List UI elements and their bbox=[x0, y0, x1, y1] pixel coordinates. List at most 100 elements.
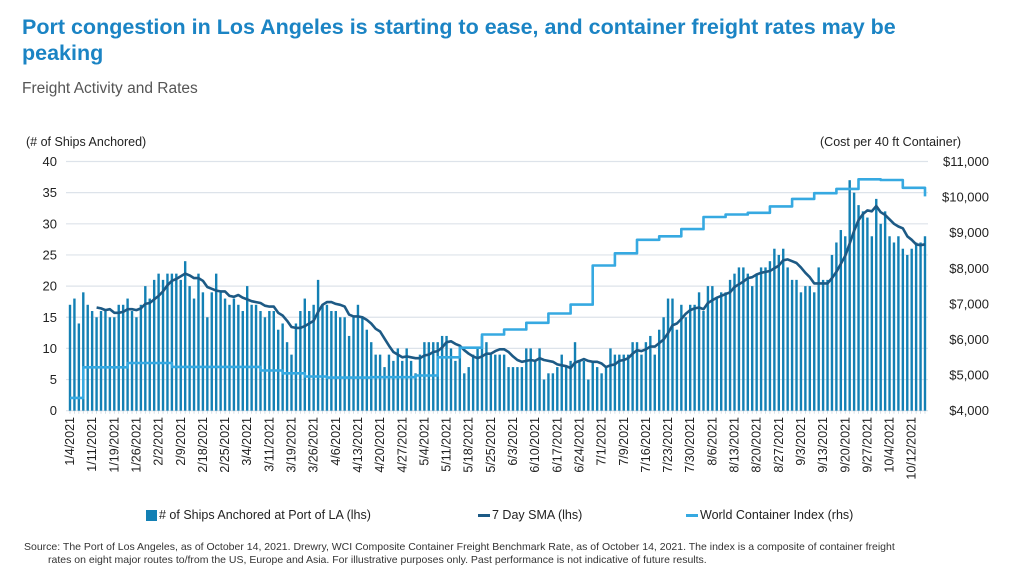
bar bbox=[861, 211, 865, 411]
bar bbox=[600, 373, 603, 411]
bar bbox=[897, 236, 900, 411]
bar bbox=[219, 292, 222, 411]
bar bbox=[702, 311, 705, 411]
bar bbox=[152, 279, 156, 411]
bar bbox=[104, 311, 107, 411]
bar bbox=[130, 311, 134, 411]
x-tick-label: 2/25/2021 bbox=[218, 417, 232, 473]
bar bbox=[764, 267, 767, 411]
bar bbox=[795, 279, 798, 411]
legend-item-ships: # of Ships Anchored at Port of LA (lhs) bbox=[146, 508, 371, 522]
bar bbox=[480, 335, 484, 411]
bar bbox=[440, 335, 444, 411]
bar bbox=[361, 317, 364, 411]
x-tick-label: 7/16/2021 bbox=[639, 417, 653, 473]
bar bbox=[618, 354, 621, 411]
bar bbox=[148, 298, 151, 411]
legend-swatch-wci bbox=[686, 513, 698, 517]
bar bbox=[790, 279, 794, 411]
left-tick-label: 20 bbox=[43, 279, 57, 294]
x-tick-label: 1/26/2021 bbox=[129, 417, 143, 473]
bar bbox=[498, 354, 501, 411]
bar bbox=[263, 317, 267, 411]
x-tick-label: 3/11/2021 bbox=[262, 417, 276, 472]
source-note: Source: The Port of Los Angeles, as of O… bbox=[24, 541, 1004, 567]
bar bbox=[773, 248, 776, 411]
bar bbox=[728, 279, 732, 411]
right-axis-ticks: $4,000 $5,000 $6,000 $7,000 $8,000 $9,000 $10,… bbox=[942, 154, 989, 418]
bar bbox=[374, 354, 377, 411]
x-tick-label: 1/4/2021 bbox=[63, 417, 77, 466]
bar bbox=[294, 323, 298, 411]
bar bbox=[401, 360, 404, 411]
bar bbox=[520, 367, 524, 411]
bar bbox=[640, 354, 643, 411]
bar bbox=[383, 367, 386, 411]
bar bbox=[281, 323, 284, 411]
bar bbox=[463, 373, 466, 411]
bar bbox=[551, 373, 555, 411]
bar bbox=[339, 317, 342, 411]
bar bbox=[254, 304, 258, 411]
bar bbox=[228, 304, 231, 411]
left-tick-label: 0 bbox=[50, 403, 57, 418]
bar bbox=[157, 273, 160, 411]
bar bbox=[556, 367, 559, 411]
bar bbox=[644, 342, 648, 411]
bar bbox=[325, 304, 329, 411]
x-tick-label: 5/4/2021 bbox=[417, 417, 431, 466]
bar bbox=[95, 317, 98, 411]
bar bbox=[835, 242, 838, 411]
bar bbox=[121, 304, 125, 411]
bar bbox=[316, 279, 320, 411]
x-tick-label: 8/13/2021 bbox=[728, 417, 742, 473]
x-tick-label: 4/20/2021 bbox=[373, 417, 387, 473]
bar bbox=[285, 342, 289, 411]
x-tick-label: 6/3/2021 bbox=[506, 417, 520, 466]
bar bbox=[90, 311, 94, 411]
bar bbox=[458, 354, 462, 411]
x-tick-label: 10/12/2021 bbox=[905, 417, 919, 480]
bar bbox=[409, 360, 413, 411]
bar bbox=[471, 354, 475, 411]
bar bbox=[126, 298, 129, 411]
bar bbox=[533, 360, 537, 411]
bar bbox=[666, 298, 670, 411]
bar bbox=[259, 311, 262, 411]
bar bbox=[454, 360, 457, 411]
bar bbox=[197, 273, 200, 411]
bar bbox=[82, 292, 85, 411]
bar bbox=[299, 311, 302, 411]
bar bbox=[183, 261, 187, 411]
bar bbox=[839, 230, 843, 411]
bar bbox=[613, 354, 617, 411]
left-tick-label: 10 bbox=[43, 341, 57, 356]
bar bbox=[108, 317, 112, 411]
right-tick-label: $8,000 bbox=[949, 261, 989, 276]
bar bbox=[467, 367, 470, 411]
bar bbox=[875, 198, 878, 411]
right-tick-label: $10,000 bbox=[942, 190, 989, 205]
bar bbox=[170, 273, 174, 411]
bar bbox=[321, 304, 324, 411]
source-line-2: rates on eight major routes to/from the … bbox=[48, 554, 707, 566]
x-tick-label: 3/26/2021 bbox=[307, 417, 321, 473]
bar bbox=[237, 304, 240, 411]
bar bbox=[866, 217, 869, 411]
bar bbox=[179, 279, 182, 411]
x-tick-label: 5/11/2021 bbox=[440, 417, 454, 472]
bar bbox=[852, 192, 856, 411]
bar bbox=[268, 311, 271, 411]
bar bbox=[356, 304, 360, 411]
bar bbox=[347, 335, 351, 411]
bar bbox=[892, 242, 896, 411]
right-tick-label: $11,000 bbox=[943, 154, 989, 169]
x-tick-label: 8/20/2021 bbox=[750, 417, 764, 473]
bar bbox=[312, 304, 315, 411]
left-axis-ticks: 0 5 10 15 20 25 30 35 40 bbox=[43, 154, 57, 418]
x-tick-label: 8/6/2021 bbox=[705, 417, 719, 466]
bar bbox=[587, 379, 590, 411]
x-tick-label: 9/20/2021 bbox=[838, 417, 852, 473]
right-tick-label: $7,000 bbox=[949, 296, 989, 311]
